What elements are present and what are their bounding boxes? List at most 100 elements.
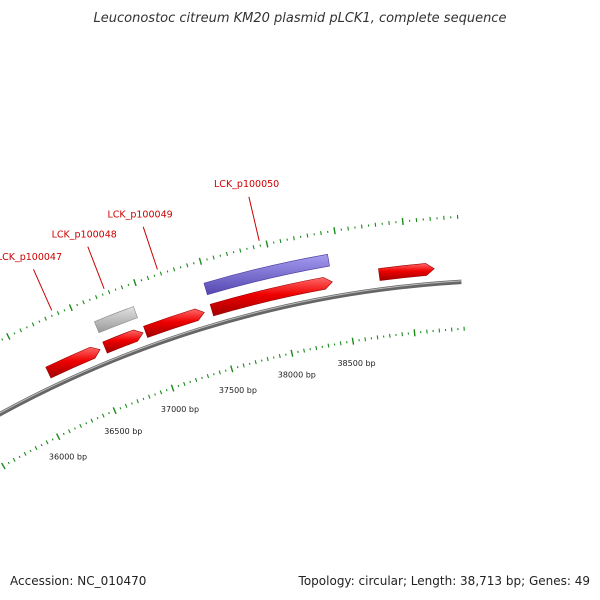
inner-tick-mark (194, 377, 198, 383)
inner-tick-mark (136, 399, 139, 404)
outer-tick-mark (6, 332, 11, 340)
outer-tick-mark (13, 332, 16, 335)
outer-tick-mark (89, 298, 91, 301)
outer-tick-mark (140, 279, 143, 282)
outer-tick-mark (347, 226, 349, 231)
inner-tick-mark (131, 402, 133, 405)
outer-tick-mark (374, 222, 377, 227)
inner-tick-mark (12, 457, 16, 462)
gene-arrow-lck_p100049 (143, 308, 205, 338)
inner-tick-mark (351, 337, 355, 345)
outer-tick-mark (172, 267, 176, 272)
inner-tick-mark (148, 394, 151, 399)
inner-tick-mark (290, 349, 294, 357)
inner-tick-mark (254, 360, 257, 365)
inner-tick-mark (376, 335, 379, 340)
inner-tick-mark (206, 374, 210, 379)
outer-tick-mark (50, 314, 53, 318)
inner-tick-mark (45, 440, 49, 445)
outer-tick-mark (153, 274, 156, 277)
gene-label-leader (248, 196, 260, 241)
sequence-backbone (0, 279, 462, 417)
outer-tick-mark (63, 309, 66, 312)
inner-tick-mark (142, 397, 145, 401)
outer-tick-mark (44, 316, 47, 321)
gene-label: LCK_p100050 (214, 179, 279, 190)
gene-label: LCK_p100047 (0, 252, 62, 263)
outer-tick-mark (76, 303, 79, 307)
inner-tick-mark (248, 362, 251, 365)
tick-label: 36500 bp (104, 427, 142, 436)
outer-tick-mark (198, 257, 203, 265)
inner-tick-mark (165, 389, 168, 392)
outer-tick-mark (1, 338, 4, 341)
inner-tick-mark (18, 455, 21, 459)
inner-tick-mark (213, 373, 215, 376)
tick-label: 38500 bp (337, 359, 375, 368)
inner-tick-mark (364, 337, 367, 342)
inner-tick-mark (189, 380, 192, 384)
outer-tick-mark (107, 290, 111, 295)
gene-label-leader (33, 269, 53, 311)
outer-tick-mark (31, 322, 35, 327)
inner-tick-mark (303, 348, 306, 353)
backbone-highlight (0, 280, 462, 414)
inner-tick-mark (62, 432, 65, 436)
outer-tick-mark (127, 283, 130, 287)
tick-label: 37000 bp (161, 405, 199, 414)
accession-text: Accession: NC_010470 (10, 574, 147, 588)
inner-tick-mark (40, 444, 43, 447)
inner-tick-mark (278, 354, 281, 359)
outer-tick-mark (82, 300, 85, 305)
feature-arc-outer (93, 306, 138, 334)
tick-marks: 36000 bp 36500 bp 37000 bp 37500 bp 38000 bp… (1, 214, 465, 470)
outer-tick-mark (25, 326, 28, 329)
inner-tick-mark (230, 365, 234, 373)
inner-tick-mark (177, 384, 180, 388)
outer-tick-mark (146, 275, 150, 281)
inner-tick-mark (112, 407, 117, 415)
inner-tick-mark (413, 329, 416, 337)
gene-arrow-lck_p100047 (45, 346, 101, 379)
inner-tick-mark (7, 461, 10, 465)
inner-tick-mark (51, 438, 54, 441)
outer-tick-mark (68, 304, 73, 312)
outer-tick-mark (192, 262, 195, 265)
outer-tick-mark (159, 271, 163, 276)
inner-tick-mark (339, 341, 342, 346)
inner-tick-mark (266, 356, 269, 362)
inner-tick-mark (85, 422, 88, 425)
inner-tick-mark (34, 446, 38, 451)
inner-tick-mark (242, 363, 245, 368)
inner-tick-mark (327, 343, 330, 348)
inner-tick-mark (1, 462, 6, 470)
outer-tick-mark (360, 224, 363, 229)
inner-tick-mark (101, 413, 105, 418)
inner-tick-mark (79, 423, 82, 428)
inner-tick-mark (170, 384, 175, 392)
outer-tick-mark (166, 270, 169, 273)
inner-tick-mark (119, 407, 122, 410)
inner-tick-mark (124, 403, 128, 408)
gene-label: LCK_p100048 (52, 229, 117, 240)
inner-tick-mark (68, 429, 71, 434)
inner-tick-mark (260, 359, 263, 362)
outer-tick-mark (206, 258, 208, 261)
outer-tick-mark (101, 293, 104, 296)
feature-arc-outer (203, 253, 330, 296)
gene-labels: LCK_p100047 LCK_p100048 LCK_p100049 LCK_p10… (0, 179, 279, 311)
inner-tick-mark (154, 393, 156, 396)
outer-tick-mark (120, 285, 124, 290)
outer-tick-mark (179, 266, 182, 269)
inner-tick-mark (96, 416, 99, 420)
backbone-circle (0, 279, 462, 417)
outer-tick-mark (219, 254, 222, 257)
outer-tick-mark (320, 231, 322, 236)
gene-label-leader (142, 226, 158, 270)
inner-tick-mark (108, 411, 110, 415)
gene-arrow-lck_p100050 (209, 277, 333, 317)
outer-tick-mark (56, 311, 60, 316)
tick-label: 36000 bp (49, 452, 87, 461)
outer-tick-mark (186, 263, 189, 268)
outer-tick-mark (239, 248, 242, 253)
